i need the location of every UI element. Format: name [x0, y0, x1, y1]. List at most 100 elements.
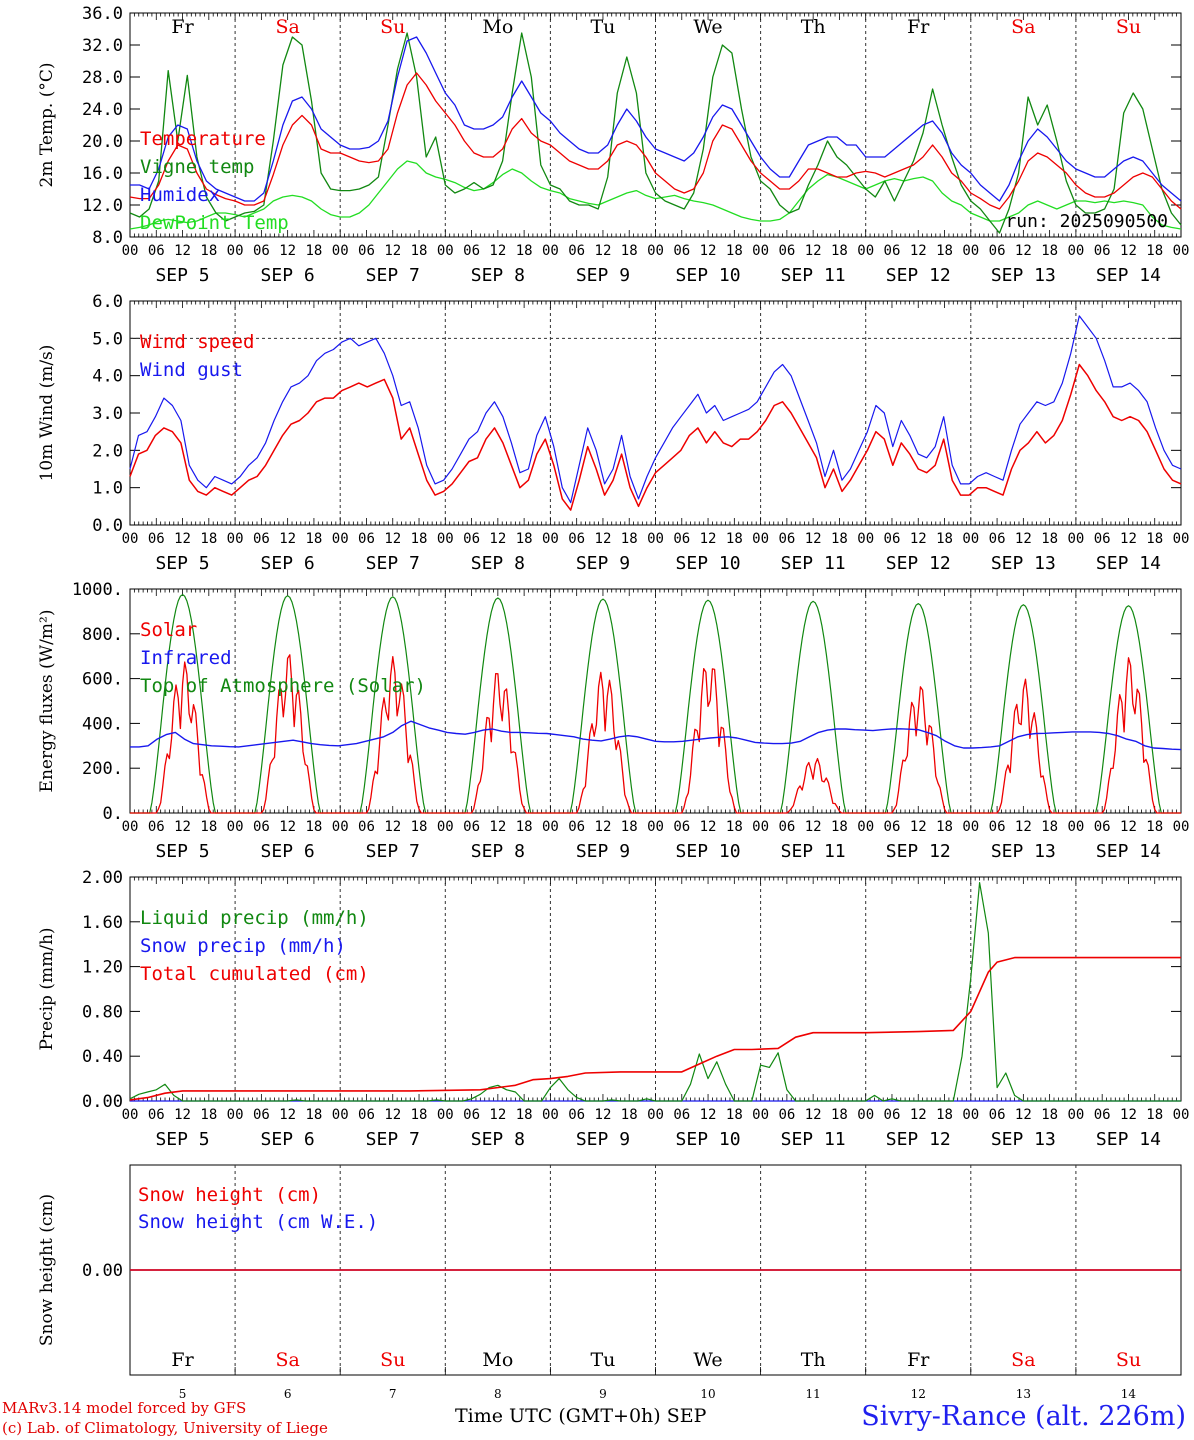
- y-tick-label: 600.: [82, 670, 123, 690]
- y-tick-label: 3.0: [92, 404, 123, 424]
- hour-label: 12: [910, 243, 927, 259]
- hour-label: 00: [332, 819, 349, 835]
- day-name: Th: [801, 1349, 826, 1371]
- y-tick-label: 0.80: [82, 1002, 123, 1022]
- y-axis-label: 10m Wind (m/s): [37, 345, 57, 482]
- date-label: SEP 10: [676, 1129, 741, 1150]
- hour-label: 00: [647, 531, 664, 547]
- hour-label: 00: [857, 1107, 874, 1123]
- date-label: SEP 6: [261, 553, 315, 574]
- hour-label: 06: [778, 819, 795, 835]
- hour-label: 00: [647, 819, 664, 835]
- hour-label: 18: [831, 819, 848, 835]
- hour-label: 12: [805, 1107, 822, 1123]
- date-label: SEP 11: [781, 1129, 846, 1150]
- hour-label: 06: [673, 1107, 690, 1123]
- day-name: Sa: [1011, 1349, 1035, 1371]
- hour-label: 18: [200, 819, 217, 835]
- hour-label: 18: [621, 1107, 638, 1123]
- hour-label: 18: [1041, 819, 1058, 835]
- date-label: SEP 14: [1096, 1129, 1161, 1150]
- day-name: Fr: [907, 16, 930, 38]
- day-number: 11: [806, 1387, 821, 1401]
- hour-label: 06: [989, 1107, 1006, 1123]
- hour-label: 06: [568, 531, 585, 547]
- hour-label: 00: [857, 243, 874, 259]
- day-name: Su: [1116, 1349, 1141, 1371]
- hour-label: 12: [700, 243, 717, 259]
- day-name: Sa: [1011, 16, 1035, 38]
- hour-label: 12: [1015, 819, 1032, 835]
- hour-label: 00: [1173, 531, 1190, 547]
- hour-label: 06: [568, 243, 585, 259]
- hour-label: 00: [1067, 531, 1084, 547]
- hour-label: 06: [673, 819, 690, 835]
- hour-label: 12: [279, 243, 296, 259]
- hour-label: 12: [384, 243, 401, 259]
- y-tick-label: 0.40: [82, 1047, 123, 1067]
- hour-label: 00: [647, 243, 664, 259]
- y-tick-label: 24.0: [82, 100, 123, 120]
- hour-label: 00: [437, 819, 454, 835]
- y-tick-label: 1000.: [72, 580, 123, 600]
- hour-label: 12: [279, 1107, 296, 1123]
- station-name: Sivry-Rance (alt. 226m): [861, 1401, 1186, 1432]
- date-label: SEP 14: [1096, 841, 1161, 862]
- hour-label: 06: [1094, 531, 1111, 547]
- hour-label: 18: [411, 1107, 428, 1123]
- hour-label: 00: [752, 1107, 769, 1123]
- wind-speed-series: [129, 363, 1182, 511]
- y-axis-label: Snow height (cm): [37, 1194, 57, 1346]
- hour-label: 06: [358, 819, 375, 835]
- hour-label: 00: [227, 1107, 244, 1123]
- hour-label: 00: [122, 531, 139, 547]
- hour-label: 12: [595, 243, 612, 259]
- hour-label: 06: [148, 819, 165, 835]
- y-tick-label: 1.0: [92, 479, 123, 499]
- legend-energy: Solar: [140, 619, 197, 641]
- day-name: We: [693, 16, 722, 38]
- day-name: Su: [380, 1349, 405, 1371]
- hour-label: 12: [384, 531, 401, 547]
- legend-temperature: Vigne temp: [140, 156, 254, 178]
- y-tick-label: 20.0: [82, 132, 123, 152]
- y-tick-label: 16.0: [82, 164, 123, 184]
- hour-label: 00: [227, 243, 244, 259]
- legend-temperature: Humidex: [140, 184, 220, 206]
- day-number: 8: [494, 1387, 502, 1401]
- date-label: SEP 9: [576, 553, 630, 574]
- date-label: SEP 6: [261, 841, 315, 862]
- hour-label: 06: [673, 531, 690, 547]
- day-name: Su: [380, 16, 405, 38]
- hour-label: 12: [384, 819, 401, 835]
- date-label: SEP 13: [991, 553, 1056, 574]
- day-name: We: [693, 1349, 722, 1371]
- hour-label: 12: [384, 1107, 401, 1123]
- hour-label: 18: [516, 243, 533, 259]
- time-axis-month: SEP: [666, 1405, 707, 1427]
- hour-label: 18: [411, 531, 428, 547]
- y-axis-label: 2m Temp. (°C): [37, 62, 57, 187]
- y-tick-label: 8.0: [92, 228, 123, 248]
- hour-label: 00: [752, 531, 769, 547]
- hour-label: 18: [1146, 1107, 1163, 1123]
- panel-1: [129, 12, 1182, 238]
- hour-label: 00: [752, 819, 769, 835]
- y-tick-label: 6.0: [92, 292, 123, 312]
- panel-frame: [129, 300, 1182, 526]
- legend-wind: Wind speed: [140, 331, 254, 353]
- y-tick-label: 36.0: [82, 4, 123, 24]
- hour-label: 06: [884, 819, 901, 835]
- panel-frame: [129, 12, 1182, 238]
- y-tick-label: 1.20: [82, 958, 123, 978]
- date-label: SEP 6: [261, 265, 315, 286]
- hour-label: 12: [700, 531, 717, 547]
- hour-label: 06: [989, 243, 1006, 259]
- hour-label: 00: [437, 1107, 454, 1123]
- hour-label: 06: [1094, 243, 1111, 259]
- hour-label: 12: [1120, 243, 1137, 259]
- y-tick-label: 0.: [103, 804, 123, 824]
- hour-label: 12: [595, 819, 612, 835]
- y-tick-label: 2.00: [82, 868, 123, 888]
